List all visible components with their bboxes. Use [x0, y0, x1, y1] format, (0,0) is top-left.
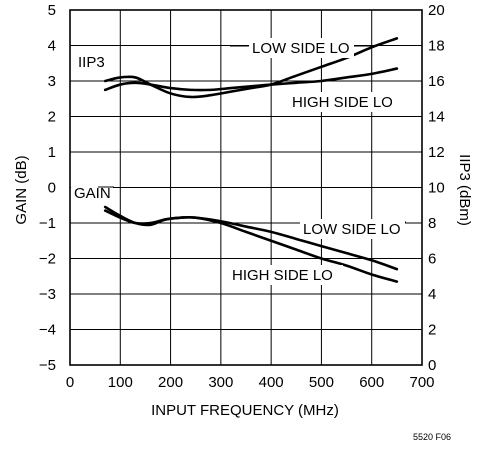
series-line-iip3-low-side-lo — [103, 37, 399, 99]
x-axis-title: INPUT FREQUENCY (MHz) — [151, 402, 339, 419]
gain-high-side-lo-label: HIGH SIDE LO — [232, 267, 333, 284]
y-right-tick-label: 0 — [428, 357, 436, 374]
iip3-low-side-lo-label-bg — [249, 38, 354, 58]
y-left-tick-label: 0 — [48, 180, 56, 197]
series — [103, 37, 399, 283]
x-tick-label: 400 — [259, 374, 284, 391]
plot-frame — [69, 9, 423, 366]
y-right-tick-label: 14 — [428, 109, 445, 126]
tick-labels: 0 100 200 300 400 500 600 700−5−4−3−2−101234502… — [39, 2, 445, 391]
iip3-low-side-lo-label: LOW SIDE LO — [252, 40, 350, 57]
series-line-iip3-high-side-lo — [103, 67, 399, 92]
x-tick-label: 0 — [66, 374, 74, 391]
y-left-tick-label: −2 — [39, 251, 56, 268]
y-right-tick-label: 18 — [428, 38, 445, 55]
x-tick-label: 600 — [359, 374, 384, 391]
iip3-high-side-lo-label-bg — [289, 92, 403, 112]
y-right-tick-label: 4 — [428, 286, 436, 303]
y-right-tick-label: 2 — [428, 322, 436, 339]
y-right-tick-label: 6 — [428, 251, 436, 268]
gain-low-side-lo-label: LOW SIDE LO — [303, 221, 401, 238]
x-tick-label: 100 — [108, 374, 133, 391]
y-right-tick-label: 8 — [428, 215, 436, 232]
y-left-tick-label: 4 — [48, 38, 56, 55]
x-tick-label: 300 — [208, 374, 233, 391]
y-right-axis-title: IIP3 (dBm) — [456, 154, 473, 226]
iip3-high-side-lo-label: HIGH SIDE LO — [292, 94, 393, 111]
series-line-gain-high-side-lo — [103, 205, 399, 283]
annotations: IIP3 GAIN LOW SIDE LO HIGH SIDE LO LOW SIDE … — [71, 38, 406, 285]
y-left-tick-label: 2 — [48, 109, 56, 126]
y-left-tick-label: −3 — [39, 286, 56, 303]
y-right-tick-label: 10 — [428, 180, 445, 197]
iip3-group-label: IIP3 — [78, 54, 105, 71]
x-tick-label: 700 — [409, 374, 434, 391]
y-left-tick-label: 1 — [48, 144, 56, 161]
gain-group-label-bg — [71, 183, 113, 203]
x-tick-label: 200 — [158, 374, 183, 391]
gain-high-side-lo-label-bg — [229, 265, 343, 285]
y-left-tick-label: −5 — [39, 357, 56, 374]
figure-id: 5520 F06 — [413, 432, 451, 442]
y-right-tick-label: 20 — [428, 2, 445, 19]
gain-low-side-lo-label-bg — [300, 219, 405, 239]
y-left-tick-label: −1 — [39, 215, 56, 232]
x-tick-label: 500 — [309, 374, 334, 391]
y-right-tick-label: 16 — [428, 73, 445, 90]
y-left-tick-label: 5 — [48, 2, 56, 19]
y-left-tick-label: 3 — [48, 73, 56, 90]
iip3-group-label-bg — [75, 52, 117, 72]
gain-group-label: GAIN — [74, 185, 111, 202]
y-right-tick-label: 12 — [428, 144, 445, 161]
grid — [70, 10, 422, 365]
y-left-axis-title: GAIN (dB) — [13, 155, 30, 224]
y-left-tick-label: −4 — [39, 322, 56, 339]
